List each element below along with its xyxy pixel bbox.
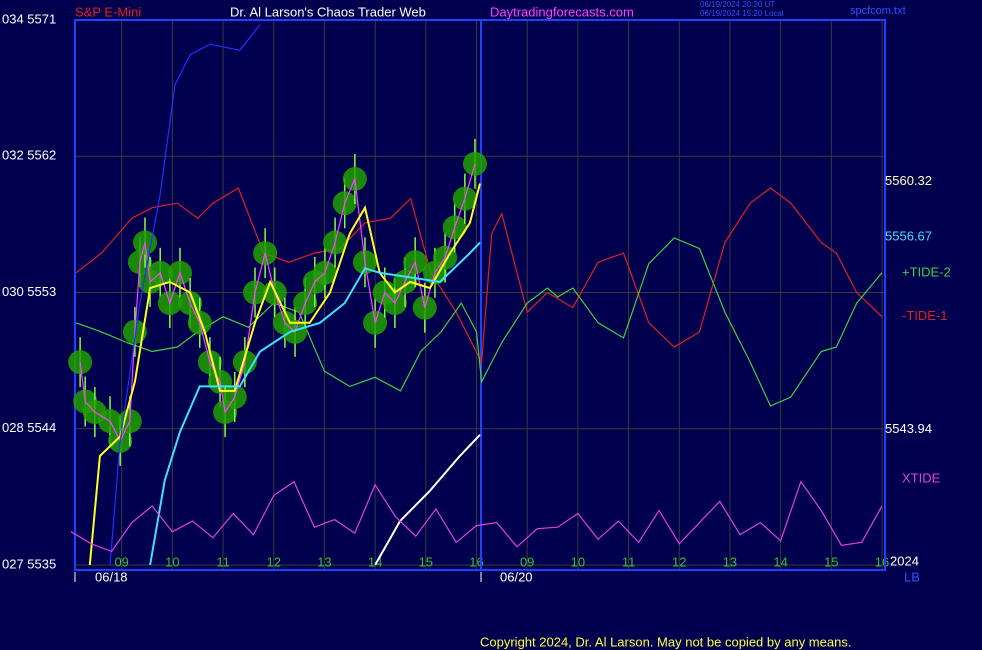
y-tick-label: 028 5544 xyxy=(2,420,56,435)
series-line xyxy=(149,241,481,566)
y-tick-label: 030 5553 xyxy=(2,284,56,299)
date-label: 06/18 xyxy=(95,569,128,584)
x-tick-label: 12 xyxy=(267,554,281,569)
legend-label: -TIDE-1 xyxy=(902,308,948,323)
x-tick-label: 13 xyxy=(723,554,737,569)
x-tick-label: 10 xyxy=(165,554,179,569)
price-label: 5543.94 xyxy=(885,421,932,436)
y-tick-label: 032 5562 xyxy=(2,148,56,163)
x-tick-label: 10 xyxy=(571,554,585,569)
y-tick-label: 034 5571 xyxy=(2,11,56,26)
series-line xyxy=(75,237,883,407)
x-tick-label: 09 xyxy=(520,554,534,569)
x-tick-label: 15 xyxy=(824,554,838,569)
x-tick-label: 11 xyxy=(622,554,636,569)
price-label: 5560.32 xyxy=(885,173,932,188)
price-label: 5556.67 xyxy=(885,228,932,243)
legend-label: +TIDE-2 xyxy=(902,264,951,279)
x-tick-label: 11 xyxy=(216,554,230,569)
copyright: Copyright 2024, Dr. Al Larson. May not b… xyxy=(480,634,851,649)
series-line xyxy=(374,434,481,566)
timestamp: 06/19/2024 15:20 Local xyxy=(700,9,784,18)
corner-label: LB xyxy=(904,569,920,584)
website: Daytradingforecasts.com xyxy=(490,4,634,19)
series-line xyxy=(75,187,883,365)
x-tick-label: 15 xyxy=(419,554,433,569)
x-tick-label: 13 xyxy=(317,554,331,569)
x-tick-label: 16 xyxy=(875,554,889,569)
legend-label: XTIDE xyxy=(902,470,941,485)
series-line xyxy=(79,163,476,443)
timestamp: 06/19/2024 20:20 UT xyxy=(700,0,775,9)
series-line xyxy=(109,24,261,566)
x-tick-label: 14 xyxy=(773,554,787,569)
file-name: spcfcom.txt xyxy=(850,5,906,17)
date-label: 06/20 xyxy=(500,569,533,584)
series-line xyxy=(70,480,883,553)
symbol: S&P E-Mini xyxy=(75,4,141,19)
series-line xyxy=(88,183,481,566)
y-tick-label: 027 5535 xyxy=(2,556,56,571)
title: Dr. Al Larson's Chaos Trader Web xyxy=(230,4,426,19)
x-tick-label: 09 xyxy=(114,554,128,569)
year-label: 2024 xyxy=(890,553,919,568)
x-tick-label: 12 xyxy=(672,554,686,569)
